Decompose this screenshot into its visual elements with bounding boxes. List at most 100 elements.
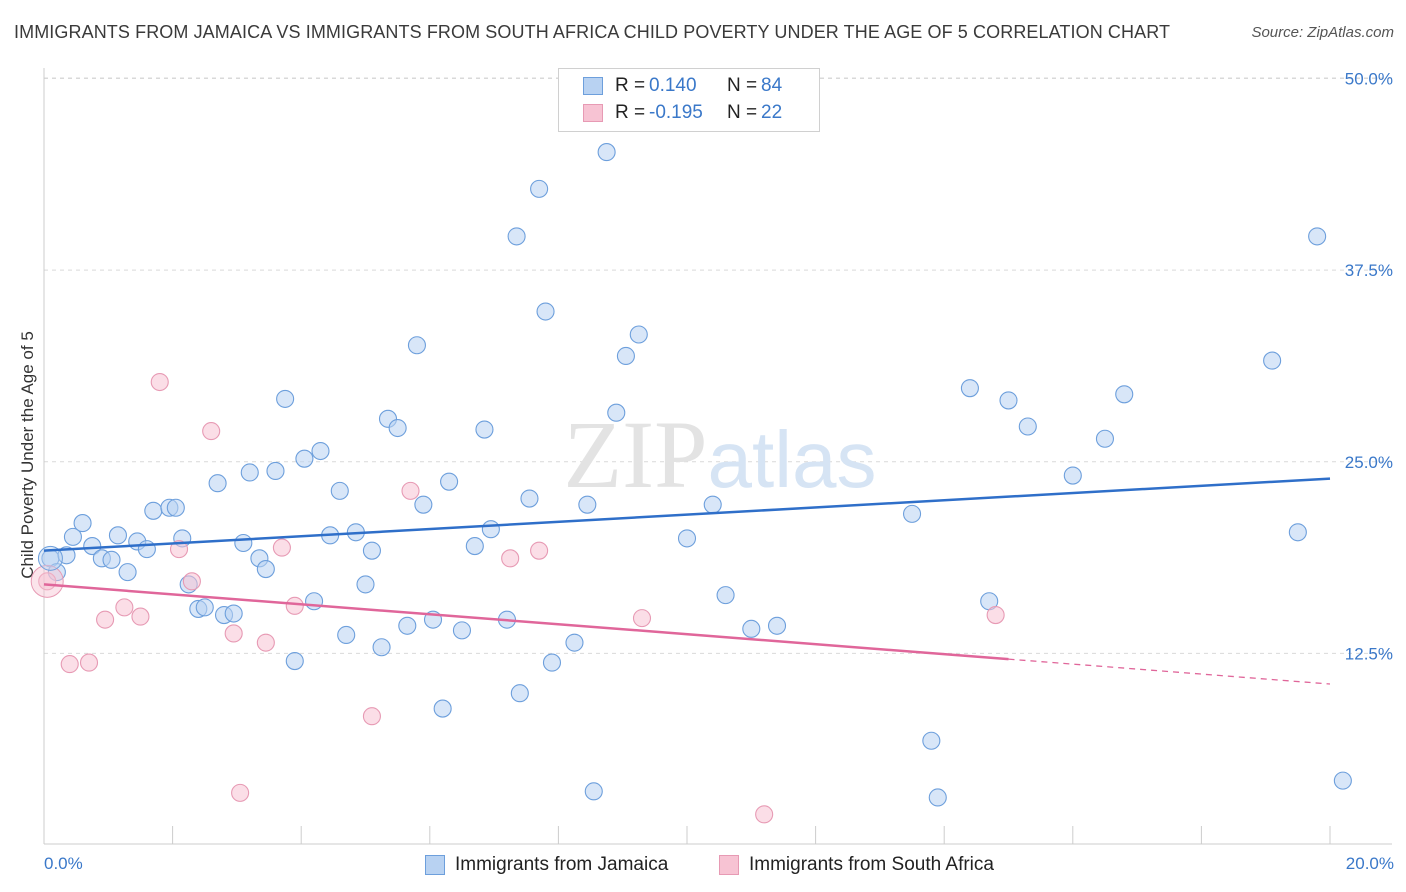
gridlines [44, 77, 1392, 654]
trend-line-jamaica [43, 477, 1331, 552]
point-south-africa [96, 610, 115, 629]
x-tick-label-max: 20.0% [1346, 854, 1394, 873]
point-south-africa [986, 605, 1005, 625]
point-jamaica [928, 788, 947, 807]
point-jamaica [208, 474, 227, 493]
point-jamaica [767, 616, 787, 635]
series-name-jamaica: Immigrants from Jamaica [455, 854, 669, 875]
point-jamaica [311, 441, 330, 461]
point-jamaica [362, 541, 381, 560]
point-jamaica [1115, 385, 1134, 404]
point-jamaica [1333, 771, 1352, 790]
point-jamaica [902, 504, 922, 523]
point-jamaica [1263, 351, 1282, 370]
point-jamaica [1095, 429, 1114, 448]
point-south-africa [256, 633, 275, 652]
point-jamaica [414, 495, 433, 514]
point-jamaica [240, 463, 259, 482]
point-jamaica [234, 533, 253, 553]
point-jamaica-cluster [37, 545, 63, 571]
point-south-africa [131, 607, 150, 626]
legend-r-label: R = [615, 75, 646, 96]
point-jamaica [337, 625, 356, 645]
point-jamaica [224, 604, 243, 623]
legend-row-jamaica: R = 0.140 N = 84 [583, 73, 782, 99]
point-south-africa [150, 372, 169, 392]
x-tick-label-min: 0.0% [44, 854, 83, 873]
point-south-africa [285, 596, 304, 615]
point-jamaica [452, 621, 472, 640]
y-tick-label: 25.0% [1345, 453, 1393, 472]
point-jamaica [388, 418, 407, 438]
series-name-south-africa: Immigrants from South Africa [749, 854, 994, 875]
trend-lines [43, 477, 1331, 685]
point-jamaica [330, 481, 349, 500]
point-south-africa [60, 655, 79, 674]
point-jamaica [195, 598, 214, 617]
point-south-africa [224, 624, 243, 643]
legend-r-label: R = [615, 102, 646, 123]
point-south-africa [530, 541, 549, 560]
point-jamaica [1288, 523, 1307, 542]
point-jamaica [63, 527, 82, 546]
point-south-africa [362, 707, 381, 726]
point-south-africa [632, 609, 652, 628]
point-jamaica [530, 179, 549, 198]
y-tick-label: 12.5% [1345, 644, 1393, 663]
point-jamaica [433, 699, 452, 718]
point-jamaica [118, 563, 137, 582]
point-south-africa [272, 538, 291, 557]
point-south-africa [79, 653, 99, 672]
point-jamaica [285, 651, 304, 671]
point-jamaica [102, 550, 121, 569]
point-jamaica [629, 325, 648, 344]
point-jamaica [73, 514, 92, 533]
point-jamaica [742, 619, 761, 638]
point-jamaica [475, 420, 494, 439]
legend-row-south-africa: R = -0.195 N = 22 [583, 100, 782, 126]
point-jamaica [536, 302, 555, 321]
point-jamaica [144, 501, 163, 520]
point-jamaica [584, 782, 603, 801]
legend-n-label: N = [727, 102, 758, 123]
series-legend-south-africa: Immigrants from South Africa [719, 852, 994, 878]
legend-swatch-south-africa [583, 104, 603, 122]
point-jamaica [83, 537, 102, 556]
point-jamaica [256, 560, 275, 579]
point-jamaica [295, 449, 314, 468]
y-tick-label: 50.0% [1345, 70, 1393, 89]
correlation-legend: R = 0.140 N = 84 R = -0.195 N = 22 [558, 68, 820, 132]
point-jamaica [960, 379, 979, 398]
series-swatch-jamaica [425, 855, 445, 875]
point-jamaica [578, 495, 597, 514]
point-south-africa [501, 549, 520, 568]
point-jamaica [1308, 227, 1327, 246]
point-jamaica [398, 616, 417, 635]
point-jamaica [542, 653, 562, 672]
point-south-africa [401, 481, 420, 500]
legend-n-value: 84 [761, 75, 783, 96]
series-swatch-south-africa [719, 855, 739, 875]
point-jamaica [1063, 466, 1082, 485]
point-south-africa [115, 598, 134, 617]
point-jamaica [999, 391, 1018, 410]
point-jamaica [607, 403, 626, 422]
point-jamaica [510, 684, 529, 703]
tick-labels: 12.5% 25.0% 37.5% 50.0% 0.0% 20.0% [44, 70, 1394, 874]
point-jamaica [137, 540, 156, 559]
point-jamaica [616, 346, 635, 366]
legend-swatch-jamaica [583, 77, 603, 95]
point-jamaica [716, 586, 735, 605]
point-south-africa [755, 805, 774, 824]
point-south-africa [169, 540, 189, 559]
point-jamaica [703, 495, 722, 514]
point-south-africa [182, 572, 201, 591]
legend-r-value: 0.140 [649, 75, 697, 96]
point-jamaica [1018, 417, 1037, 436]
point-jamaica [465, 537, 484, 556]
point-jamaica [372, 638, 391, 657]
point-jamaica [407, 336, 426, 355]
point-jamaica [481, 520, 500, 539]
y-tick-label: 37.5% [1345, 261, 1393, 280]
